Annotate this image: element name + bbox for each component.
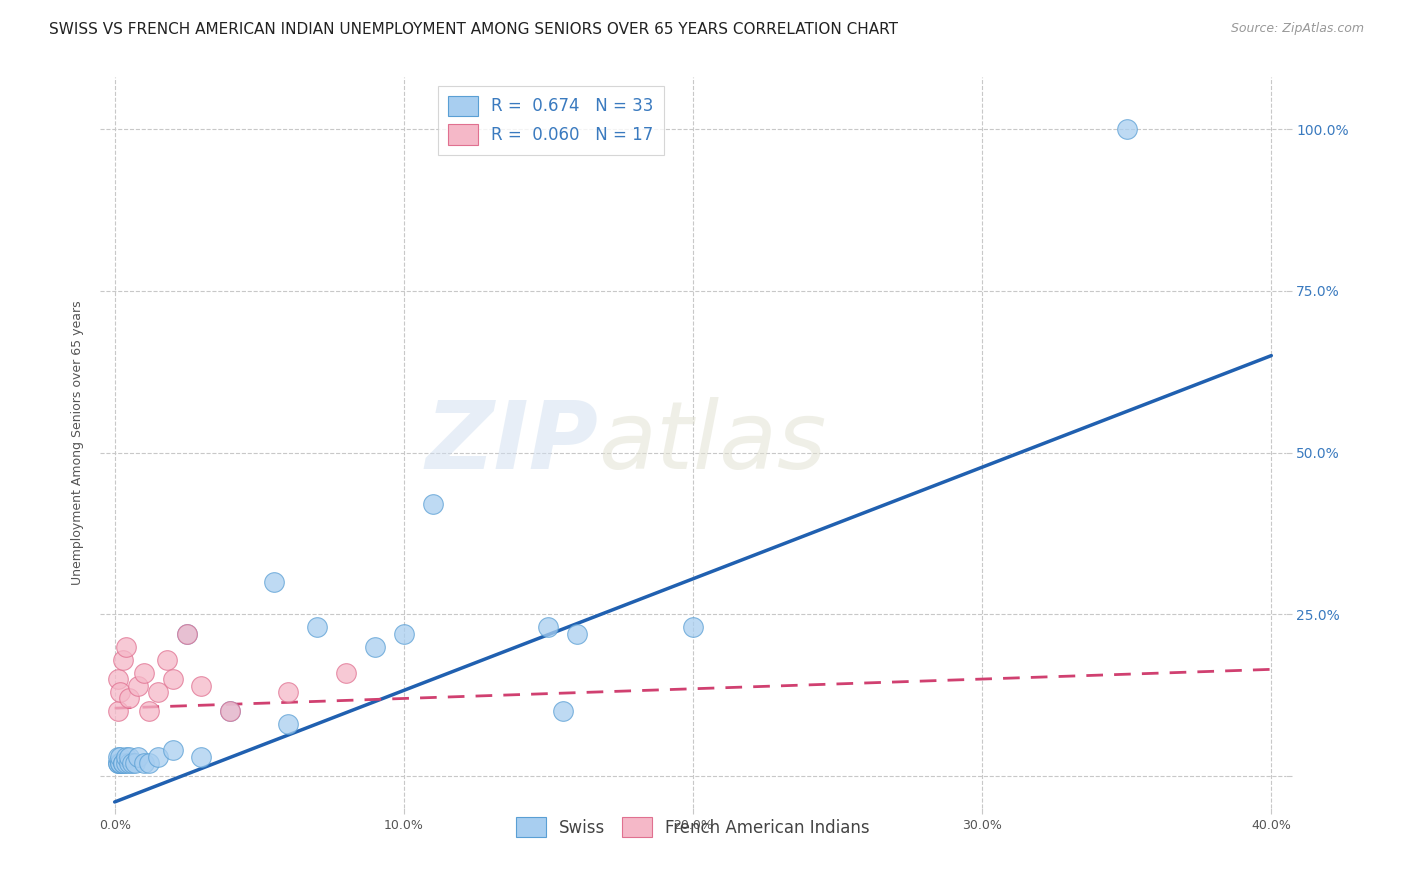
Point [682, 620, 704, 634]
Point [107, 705, 129, 719]
Point [112, 653, 135, 667]
Point [124, 756, 146, 771]
Point [110, 756, 132, 771]
Point [551, 705, 574, 719]
Point [567, 627, 589, 641]
Point [146, 685, 169, 699]
Point [138, 756, 160, 771]
Point [112, 756, 135, 771]
Y-axis label: Unemployment Among Seniors over 65 years: Unemployment Among Seniors over 65 years [72, 301, 84, 585]
Point [115, 749, 138, 764]
Text: SWISS VS FRENCH AMERICAN INDIAN UNEMPLOYMENT AMONG SENIORS OVER 65 YEARS CORRELA: SWISS VS FRENCH AMERICAN INDIAN UNEMPLOY… [49, 22, 898, 37]
Point [112, 756, 135, 771]
Text: atlas: atlas [598, 398, 827, 489]
Point [107, 672, 129, 686]
Point [110, 756, 132, 771]
Point [118, 756, 141, 771]
Point [1115, 122, 1137, 136]
Point [162, 743, 184, 757]
Point [219, 705, 242, 719]
Text: Source: ZipAtlas.com: Source: ZipAtlas.com [1230, 22, 1364, 36]
Point [132, 665, 155, 680]
Point [307, 620, 329, 634]
Point [162, 672, 184, 686]
Point [138, 705, 160, 719]
Point [118, 691, 141, 706]
Point [107, 749, 129, 764]
Point [537, 620, 560, 634]
Point [219, 705, 242, 719]
Point [176, 627, 198, 641]
Point [146, 749, 169, 764]
Point [110, 685, 132, 699]
Point [190, 749, 212, 764]
Point [392, 627, 415, 641]
Point [107, 756, 129, 771]
Point [121, 756, 143, 771]
Point [127, 749, 149, 764]
Point [132, 756, 155, 771]
Point [115, 756, 138, 771]
Point [118, 749, 141, 764]
Point [115, 640, 138, 654]
Point [107, 756, 129, 771]
Point [127, 679, 149, 693]
Point [277, 717, 299, 731]
Text: ZIP: ZIP [425, 397, 598, 489]
Point [263, 574, 285, 589]
Point [110, 749, 132, 764]
Point [176, 627, 198, 641]
Point [190, 679, 212, 693]
Point [335, 665, 357, 680]
Point [277, 685, 299, 699]
Point [156, 653, 179, 667]
Point [422, 497, 444, 511]
Point [364, 640, 387, 654]
Legend: Swiss, French American Indians: Swiss, French American Indians [509, 810, 877, 844]
